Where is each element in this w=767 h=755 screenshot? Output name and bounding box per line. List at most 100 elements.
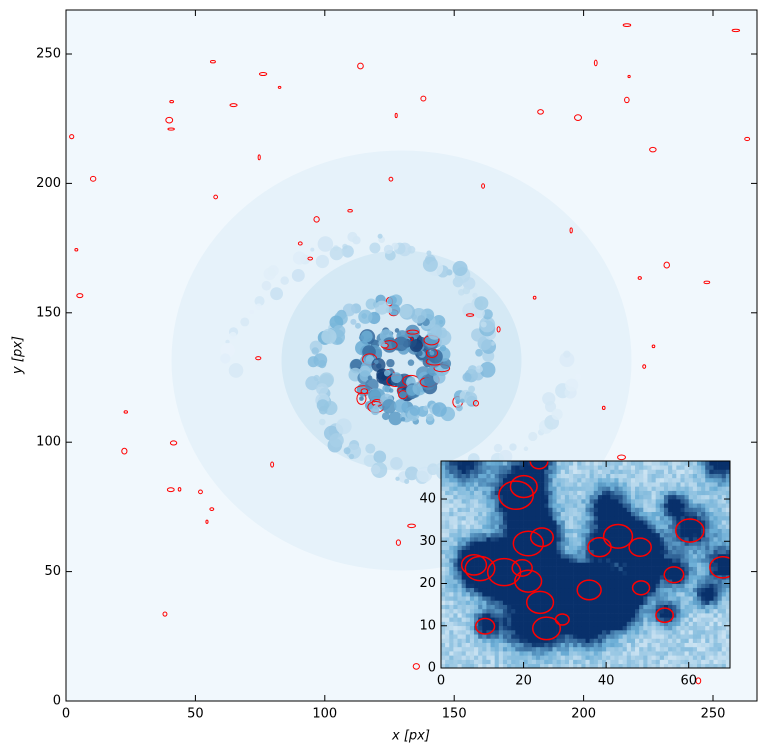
galaxy-blob: [329, 433, 344, 448]
image-pixel: [441, 537, 446, 542]
image-pixel: [701, 558, 706, 563]
image-pixel: [696, 503, 702, 508]
image-pixel: [701, 549, 706, 555]
image-pixel: [725, 600, 730, 605]
galaxy-blob: [509, 443, 517, 451]
image-pixel: [676, 507, 681, 512]
image-pixel: [622, 515, 628, 521]
image-pixel: [701, 537, 706, 542]
image-pixel: [581, 646, 586, 652]
contour: [460, 553, 488, 576]
contour: [277, 85, 282, 89]
image-pixel: [705, 617, 710, 622]
image-pixel: [705, 477, 710, 483]
image-pixel: [655, 486, 661, 491]
image-pixel: [449, 465, 454, 470]
image-pixel: [441, 651, 446, 656]
contour: [624, 96, 630, 104]
image-pixel: [597, 477, 603, 483]
image-pixel: [441, 621, 446, 627]
image-pixel: [577, 541, 582, 546]
image-pixel: [449, 558, 454, 563]
image-pixel: [441, 646, 446, 652]
image-pixel: [519, 499, 524, 504]
image-pixel: [639, 461, 644, 466]
image-pixel: [672, 490, 677, 496]
image-pixel: [610, 663, 615, 668]
image-pixel: [445, 617, 450, 622]
image-pixel: [564, 570, 570, 576]
image-pixel: [705, 545, 710, 551]
image-pixel: [519, 651, 524, 656]
image-pixel: [701, 583, 706, 589]
galaxy-blob: [559, 352, 575, 368]
image-pixel: [655, 663, 661, 668]
image-pixel: [511, 494, 516, 500]
image-pixel: [701, 638, 706, 643]
image-pixel: [548, 469, 553, 474]
image-pixel: [725, 659, 730, 665]
image-pixel: [564, 562, 570, 567]
image-pixel: [639, 465, 644, 470]
image-pixel: [668, 515, 673, 521]
image-pixel: [668, 604, 673, 610]
image-pixel: [478, 477, 483, 483]
galaxy-blob: [475, 365, 483, 373]
image-pixel: [663, 469, 669, 474]
image-pixel: [659, 608, 665, 614]
image-pixel: [564, 490, 570, 496]
image-pixel: [577, 566, 582, 572]
image-pixel: [445, 528, 450, 534]
image-pixel: [490, 532, 495, 538]
image-pixel: [639, 469, 644, 474]
image-pixel: [639, 524, 644, 529]
image-pixel: [630, 528, 636, 534]
contour: [529, 527, 554, 548]
image-pixel: [659, 562, 665, 567]
image-pixel: [441, 473, 446, 479]
image-pixel: [717, 634, 723, 639]
image-pixel: [556, 570, 562, 576]
image-pixel: [502, 663, 508, 668]
image-pixel: [573, 663, 578, 668]
image-pixel: [556, 461, 562, 466]
image-pixel: [519, 579, 524, 584]
image-pixel: [713, 482, 718, 487]
image-pixel: [441, 469, 446, 474]
image-pixel: [597, 604, 603, 610]
image-pixel: [639, 482, 644, 487]
y-axis-label: y [px]: [11, 336, 26, 375]
image-pixel: [606, 549, 611, 555]
image-pixel: [610, 634, 615, 639]
image-pixel: [494, 659, 500, 665]
image-pixel: [614, 469, 619, 474]
image-pixel: [449, 646, 454, 652]
image-pixel: [597, 465, 603, 470]
image-pixel: [441, 532, 446, 538]
image-pixel: [453, 503, 458, 508]
image-pixel: [519, 600, 524, 605]
image-pixel: [511, 465, 516, 470]
image-pixel: [585, 651, 590, 656]
image-pixel: [688, 537, 694, 542]
image-pixel: [568, 562, 574, 567]
image-pixel: [663, 566, 669, 572]
image-pixel: [540, 566, 545, 572]
image-pixel: [552, 541, 557, 546]
image-pixel: [709, 503, 714, 508]
image-pixel: [544, 494, 549, 500]
image-pixel: [548, 524, 553, 529]
image-pixel: [717, 608, 723, 614]
image-pixel: [502, 524, 508, 529]
image-pixel: [577, 634, 582, 639]
image-pixel: [461, 608, 467, 614]
image-pixel: [585, 566, 590, 572]
image-pixel: [622, 621, 628, 627]
image-pixel: [548, 583, 553, 589]
image-pixel: [639, 613, 644, 618]
image-pixel: [564, 642, 570, 648]
image-pixel: [486, 507, 491, 512]
image-pixel: [696, 575, 702, 580]
image-pixel: [519, 625, 524, 631]
